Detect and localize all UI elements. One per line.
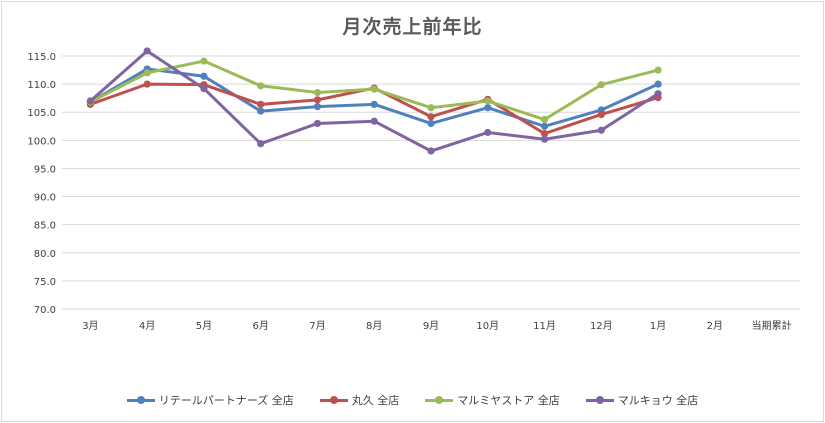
legend-item: リテールパートナーズ 全店 <box>126 392 294 408</box>
data-point <box>200 57 208 65</box>
data-point <box>597 126 605 134</box>
legend-label: マルミヤストア 全店 <box>457 394 560 407</box>
data-point <box>257 100 265 108</box>
data-point <box>370 85 378 93</box>
data-point <box>427 113 435 121</box>
legend-marker-icon <box>126 395 155 405</box>
chart-title: 月次売上前年比 <box>342 16 483 38</box>
data-point <box>540 115 549 124</box>
data-point <box>597 81 605 89</box>
y-tick-label: 115.0 <box>27 52 56 63</box>
y-tick-label: 110.0 <box>27 80 56 91</box>
data-point <box>427 147 435 155</box>
series-lines <box>86 47 662 155</box>
x-tick-label: 11月 <box>533 320 556 332</box>
data-point <box>200 85 208 93</box>
y-tick-label: 105.0 <box>27 108 56 119</box>
legend-label: マルキョウ 全店 <box>617 394 699 407</box>
data-point <box>257 140 265 148</box>
data-point <box>654 66 662 74</box>
x-tick-label: 8月 <box>366 320 382 332</box>
data-point <box>200 72 208 80</box>
data-point <box>143 80 151 88</box>
x-tick-label: 当期累計 <box>752 319 792 332</box>
legend-marker-icon <box>585 395 614 405</box>
y-tick-label: 80.0 <box>34 249 56 260</box>
legend-label: 丸久 全店 <box>351 394 400 407</box>
data-point <box>427 104 435 112</box>
data-point <box>143 69 151 77</box>
data-point <box>257 107 265 115</box>
data-point <box>143 47 151 55</box>
legend-label: リテールパートナーズ 全店 <box>158 394 294 407</box>
y-tick-label: 90.0 <box>34 193 56 204</box>
x-tick-label: 3月 <box>82 320 98 332</box>
y-tick-label: 70.0 <box>34 305 56 316</box>
y-axis-ticks: 70.0 75.0 80.0 85.0 90.0 95.0 100.0 105.0 110.0 1… <box>27 52 56 316</box>
x-tick-label: 10月 <box>476 320 499 332</box>
x-tick-label: 2月 <box>707 320 723 332</box>
data-point <box>313 88 322 97</box>
legend-item: マルミヤストア 全店 <box>425 392 560 408</box>
x-tick-label: 4月 <box>139 320 155 332</box>
data-point <box>484 97 492 105</box>
data-point <box>540 129 549 138</box>
data-point <box>86 97 94 105</box>
data-point <box>654 90 662 98</box>
data-point <box>484 104 492 112</box>
legend: リテールパートナーズ 全店 丸久 全店 マルミヤストア 全店 マルキョウ 全店 <box>0 392 825 408</box>
x-tick-label: 9月 <box>423 320 439 332</box>
data-point <box>313 119 322 128</box>
x-tick-label: 12月 <box>590 320 613 332</box>
data-point <box>654 80 662 88</box>
gridlines <box>62 55 800 310</box>
x-tick-label: 1月 <box>650 320 666 332</box>
data-point <box>540 122 549 130</box>
x-tick-label: 6月 <box>253 320 269 332</box>
y-tick-label: 75.0 <box>34 277 56 288</box>
legend-item: マルキョウ 全店 <box>585 392 699 408</box>
y-tick-label: 85.0 <box>34 221 56 232</box>
data-point <box>257 82 265 90</box>
data-point <box>370 117 378 125</box>
legend-marker-icon <box>319 395 348 405</box>
y-tick-label: 100.0 <box>27 136 56 147</box>
data-point <box>313 96 322 104</box>
x-tick-label: 7月 <box>309 320 325 332</box>
y-tick-label: 95.0 <box>34 164 56 175</box>
data-point <box>427 119 435 128</box>
data-point <box>370 100 378 108</box>
legend-marker-icon <box>425 395 454 405</box>
series-4 <box>86 47 662 155</box>
data-point <box>313 103 322 111</box>
x-axis-ticks: 3月 4月 5月 6月 7月 8月 9月 10月 11月 12月 1月 2月 当期累計 <box>82 319 791 332</box>
data-point <box>540 135 549 143</box>
data-point <box>484 128 492 137</box>
legend-item: 丸久 全店 <box>319 392 400 408</box>
data-point <box>597 110 605 119</box>
x-tick-label: 5月 <box>196 320 212 332</box>
